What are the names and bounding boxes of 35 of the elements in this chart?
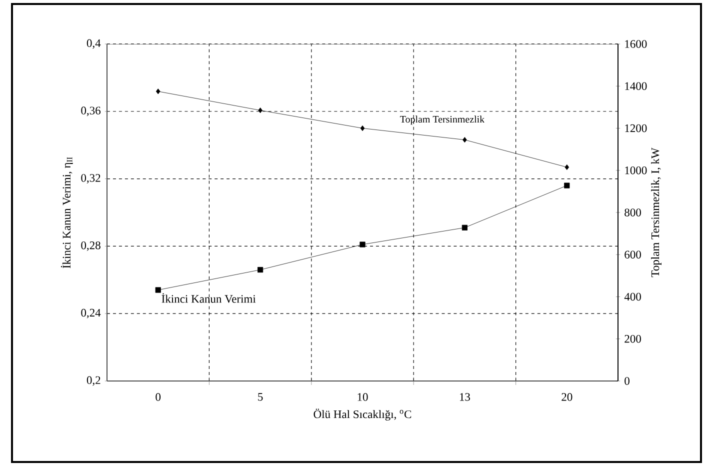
x-tick-label: 0 bbox=[156, 393, 161, 401]
point bbox=[564, 164, 570, 170]
y2-tick-label: 1000 bbox=[625, 166, 647, 174]
y2-tick-label: 600 bbox=[624, 250, 641, 258]
y-tick-label: 0,32 bbox=[81, 174, 100, 184]
series-label: İkinci Kanun Verimi bbox=[162, 293, 256, 303]
point bbox=[155, 287, 161, 293]
y2-tick-label: 1200 bbox=[625, 124, 647, 132]
y2-tick-label: 0 bbox=[624, 377, 630, 385]
x-tick-label: 13 bbox=[460, 393, 470, 401]
point bbox=[462, 224, 468, 230]
y-tick-label: 0,28 bbox=[81, 241, 100, 251]
y2-tick-label: 400 bbox=[624, 292, 641, 301]
x-tick-label: 5 bbox=[258, 393, 263, 401]
point bbox=[564, 182, 570, 188]
point bbox=[360, 242, 366, 248]
y-axis-title: İkinci Kanun Verimi, η$_{II}$ bbox=[60, 157, 73, 268]
x-tick-label: 20 bbox=[562, 393, 572, 401]
y-tick-label: 0,36 bbox=[81, 106, 101, 116]
y-tick-label: 0,4 bbox=[86, 39, 101, 49]
point bbox=[258, 108, 262, 114]
x-tick-label: 10 bbox=[358, 393, 368, 401]
y2-tick-label: 800 bbox=[624, 208, 641, 216]
y-tick-label: 0,24 bbox=[81, 308, 101, 318]
point bbox=[360, 125, 365, 132]
y2-tick-label: 1600 bbox=[625, 40, 647, 48]
point bbox=[462, 137, 467, 143]
y2-axis-title: Toplam Tersinmezlik, I, kW bbox=[651, 148, 662, 278]
series-label: Toplam Tersinmezlik bbox=[400, 116, 485, 125]
y2-tick-label: 1400 bbox=[625, 82, 647, 90]
y2-tick-label: 200 bbox=[624, 334, 641, 343]
point bbox=[156, 88, 160, 94]
x-axis-title: Ölü Hal Sıcaklığı, $^{o}$C bbox=[314, 408, 412, 421]
point bbox=[258, 266, 264, 273]
y-tick-label: 0,2 bbox=[86, 376, 100, 386]
